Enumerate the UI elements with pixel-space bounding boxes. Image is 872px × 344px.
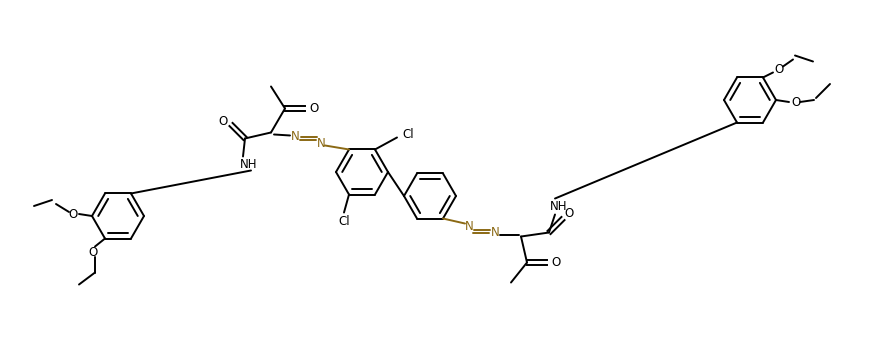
- Text: N: N: [290, 130, 299, 143]
- Text: NH: NH: [550, 200, 568, 213]
- Text: O: O: [310, 102, 318, 115]
- Text: Cl: Cl: [338, 215, 350, 228]
- Text: O: O: [551, 256, 561, 269]
- Text: O: O: [564, 207, 574, 220]
- Text: N: N: [465, 220, 473, 233]
- Text: O: O: [218, 115, 228, 128]
- Text: O: O: [792, 96, 800, 108]
- Text: Cl: Cl: [402, 128, 414, 141]
- Text: N: N: [317, 137, 325, 150]
- Text: N: N: [491, 226, 500, 239]
- Text: NH: NH: [241, 158, 258, 171]
- Text: O: O: [88, 246, 98, 259]
- Text: O: O: [68, 207, 78, 221]
- Text: O: O: [774, 63, 784, 76]
